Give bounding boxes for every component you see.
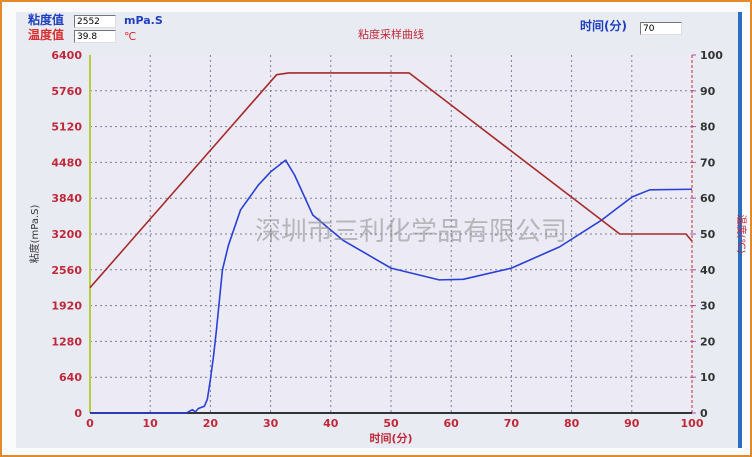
y2-tick-label: 20	[700, 335, 716, 348]
x-tick-label: 80	[564, 417, 580, 430]
temperature-line	[89, 72, 693, 289]
viscosity-label: 粘度值	[28, 13, 65, 27]
y2-tick-label: 100	[700, 49, 723, 62]
x-tick-label: 90	[624, 417, 640, 430]
temperature-unit: ℃	[124, 30, 137, 43]
y-tick-label: 1920	[51, 300, 82, 313]
y-tick-label: 4480	[51, 156, 82, 169]
y-tick-label: 5120	[51, 121, 82, 134]
watermark: 深圳市三利化学品有限公司	[255, 217, 567, 247]
x-tick-label: 30	[263, 417, 279, 430]
y2-tick-label: 30	[700, 300, 716, 313]
y2-axis-title: 温度(℃)	[735, 214, 748, 253]
x-tick-label: 70	[504, 417, 520, 430]
y-tick-label: 6400	[51, 49, 82, 62]
x-tick-label: 40	[323, 417, 339, 430]
x-tick-label: 60	[444, 417, 460, 430]
x-tick-label: 20	[203, 417, 219, 430]
x-axis-title: 时间(分)	[369, 431, 412, 445]
chart-title: 粘度采样曲线	[358, 27, 424, 41]
y2-tick-label: 0	[700, 407, 708, 420]
y2-tick-label: 10	[700, 371, 716, 384]
x-tick-label: 10	[143, 417, 159, 430]
y-tick-label: 2560	[51, 264, 82, 277]
y-tick-label: 3200	[51, 228, 82, 241]
viscosity-unit: mPa.S	[124, 14, 163, 27]
viscosity-value-field[interactable]: 2552	[74, 15, 116, 28]
y2-tick-label: 60	[700, 192, 716, 205]
temperature-value-field[interactable]: 39.8	[74, 30, 116, 43]
y2-tick-label: 50	[700, 228, 716, 241]
x-tick-label: 0	[86, 417, 94, 430]
y-tick-label: 0	[74, 407, 82, 420]
y-tick-label: 3840	[51, 192, 82, 205]
viscosity-line	[90, 159, 693, 414]
y-tick-label: 5760	[51, 85, 82, 98]
y2-tick-label: 90	[700, 85, 716, 98]
y-axis-title: 粘度(mPa.S)	[28, 205, 41, 264]
y2-tick-label: 40	[700, 264, 716, 277]
temperature-label: 温度值	[28, 28, 65, 42]
time-value-field[interactable]: 70	[640, 22, 682, 35]
x-tick-label: 50	[383, 417, 399, 430]
y-tick-label: 1280	[51, 335, 82, 348]
y2-tick-label: 70	[700, 156, 716, 169]
x-tick-label: 100	[681, 417, 704, 430]
time-label: 时间(分)	[580, 19, 627, 33]
y-tick-label: 640	[59, 371, 82, 384]
y2-tick-label: 80	[700, 121, 716, 134]
